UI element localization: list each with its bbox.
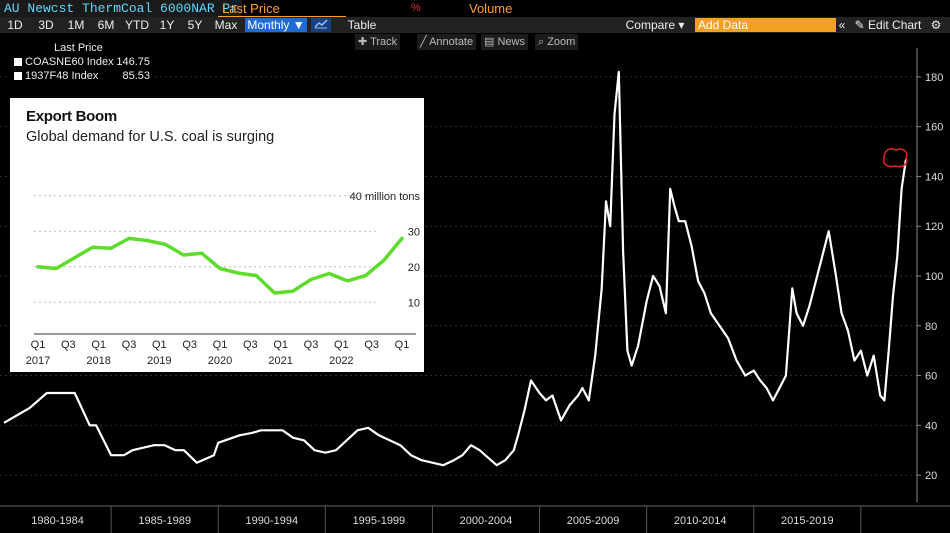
period-5y-button[interactable]: 5Y	[187, 18, 203, 32]
settings-gear-icon[interactable]: ⚙	[930, 18, 942, 32]
legend-row[interactable]: COASNE60 Index 146.75	[14, 56, 150, 69]
last-price-underline	[218, 16, 346, 17]
period-label: 1985-1989	[138, 515, 191, 527]
legend-swatch	[14, 58, 22, 66]
period-1d-button[interactable]: 1D	[7, 18, 23, 32]
main-y-axis: 20 40 60 80 100 120 140 160 180	[916, 48, 943, 502]
inset-x-year-label: 2019	[147, 355, 171, 367]
period-label: 2005-2009	[567, 515, 620, 527]
zoom-button[interactable]: ⌕ Zoom	[535, 34, 579, 50]
inset-x-year-label: 2020	[208, 355, 232, 367]
inset-series-line	[36, 236, 404, 295]
inset-x-tick-label: Q1	[334, 339, 349, 351]
period-label: 2015-2019	[781, 515, 834, 527]
period-label: 1990-1994	[245, 515, 298, 527]
period-1y-button[interactable]: 1Y	[159, 18, 175, 32]
inset-x-tick-label: Q3	[122, 339, 137, 351]
legend-row[interactable]: 1937F48 Index 85.53	[14, 70, 150, 83]
table-button[interactable]: Table	[347, 18, 377, 32]
period-6m-button[interactable]: 6M	[97, 18, 115, 32]
period-label: 1980-1984	[31, 515, 84, 527]
edit-chart-button[interactable]: ✎ Edit Chart	[854, 18, 922, 32]
series-legend: Last Price COASNE60 Index 146.75 1937F48…	[10, 41, 153, 87]
inset-x-tick-label: Q1	[273, 339, 288, 351]
inset-x-year-label: 2021	[268, 355, 292, 367]
main-y-tick-label: 140	[925, 171, 943, 183]
inset-x-tick-label: Q1	[91, 339, 106, 351]
inset-title: Export Boom	[26, 108, 117, 125]
main-y-tick-label: 40	[925, 420, 937, 432]
price-series-line	[3, 70, 907, 467]
inset-subtitle: Global demand for U.S. coal is surging	[26, 129, 275, 145]
period-axis: 1980-1984 1985-1989 1990-1994 1995-1999 2000…	[0, 505, 950, 533]
news-button[interactable]: ▤ News	[481, 34, 528, 50]
line-chart-icon[interactable]	[311, 18, 331, 32]
period-3d-button[interactable]: 3D	[38, 18, 54, 32]
inset-y-tick-label: 20	[408, 262, 420, 274]
period-1m-button[interactable]: 1M	[67, 18, 85, 32]
inset-x-tick-label: Q1	[31, 339, 46, 351]
period-label: 2000-2004	[460, 515, 513, 527]
period-label: 2010-2014	[674, 515, 727, 527]
inset-x-tick-label: Q3	[182, 339, 197, 351]
main-y-tick-label: 60	[925, 371, 937, 383]
inset-grid	[34, 195, 416, 335]
legend-swatch	[14, 72, 22, 80]
frequency-dropdown[interactable]: Monthly ▼	[245, 18, 307, 32]
percent-label[interactable]: %	[411, 2, 421, 14]
inset-x-axis: Q1 Q3 Q1 Q3 Q1 Q3 Q1 Q3 Q1 Q3 Q1 Q3 Q1 2017 2018 2019 20…	[26, 339, 410, 367]
inset-x-tick-label: Q1	[395, 339, 410, 351]
last-price-label[interactable]: Last Price	[222, 1, 280, 16]
main-y-tick-label: 100	[925, 271, 943, 283]
chart-toolbar: 1D 3D 1M 6M YTD 1Y 5Y Max Monthly ▼ Tabl…	[0, 17, 950, 33]
main-y-tick-label: 120	[925, 221, 943, 233]
period-ytd-button[interactable]: YTD	[125, 18, 149, 32]
security-name[interactable]: AU Newcst ThermCoal 6000NAR Pr	[0, 0, 243, 17]
legend-series-value: 146.75	[116, 56, 150, 68]
period-label: 1995-1999	[353, 515, 406, 527]
inset-x-tick-label: Q3	[61, 339, 76, 351]
legend-series-value: 85.53	[122, 70, 150, 82]
red-circle-annotation	[882, 148, 908, 168]
inset-x-year-label: 2022	[329, 355, 353, 367]
inset-x-tick-label: Q3	[364, 339, 379, 351]
legend-series-name: 1937F48 Index	[25, 70, 99, 82]
inset-y-axis: 10 20 30 40 million tons	[350, 191, 421, 310]
inset-y-tick-label: 30	[408, 226, 420, 238]
inset-x-tick-label: Q1	[152, 339, 167, 351]
collapse-icon[interactable]: «	[838, 18, 846, 32]
inset-x-year-label: 2018	[86, 355, 110, 367]
inset-chart-panel: 10 20 30 40 million tons Q1 Q3 Q1 Q3 Q1 Q3 Q1 Q3 Q1…	[10, 98, 424, 372]
period-max-button[interactable]: Max	[214, 18, 238, 32]
inset-y-tick-label: 10	[408, 297, 420, 309]
main-y-tick-label: 20	[925, 470, 937, 482]
volume-label[interactable]: Volume	[469, 1, 513, 16]
compare-dropdown[interactable]: Compare ▾	[625, 18, 685, 32]
add-data-input[interactable]	[695, 18, 836, 32]
inset-y-tick-label: 40 million tons	[350, 191, 421, 203]
legend-series-name: COASNE60 Index	[25, 56, 114, 68]
main-y-tick-label: 80	[925, 321, 937, 333]
inset-x-tick-label: Q3	[243, 339, 258, 351]
inset-x-year-label: 2017	[26, 355, 50, 367]
security-header-bar: AU Newcst ThermCoal 6000NAR Pr Last Pric…	[0, 0, 950, 17]
inset-x-tick-label: Q3	[304, 339, 319, 351]
track-button[interactable]: ✚ Track	[355, 34, 401, 50]
main-y-tick-label: 180	[925, 72, 943, 84]
main-y-tick-label: 160	[925, 122, 943, 134]
inset-x-tick-label: Q1	[213, 339, 228, 351]
legend-header: Last Price	[54, 42, 103, 54]
annotate-button[interactable]: ╱ Annotate	[417, 34, 477, 50]
